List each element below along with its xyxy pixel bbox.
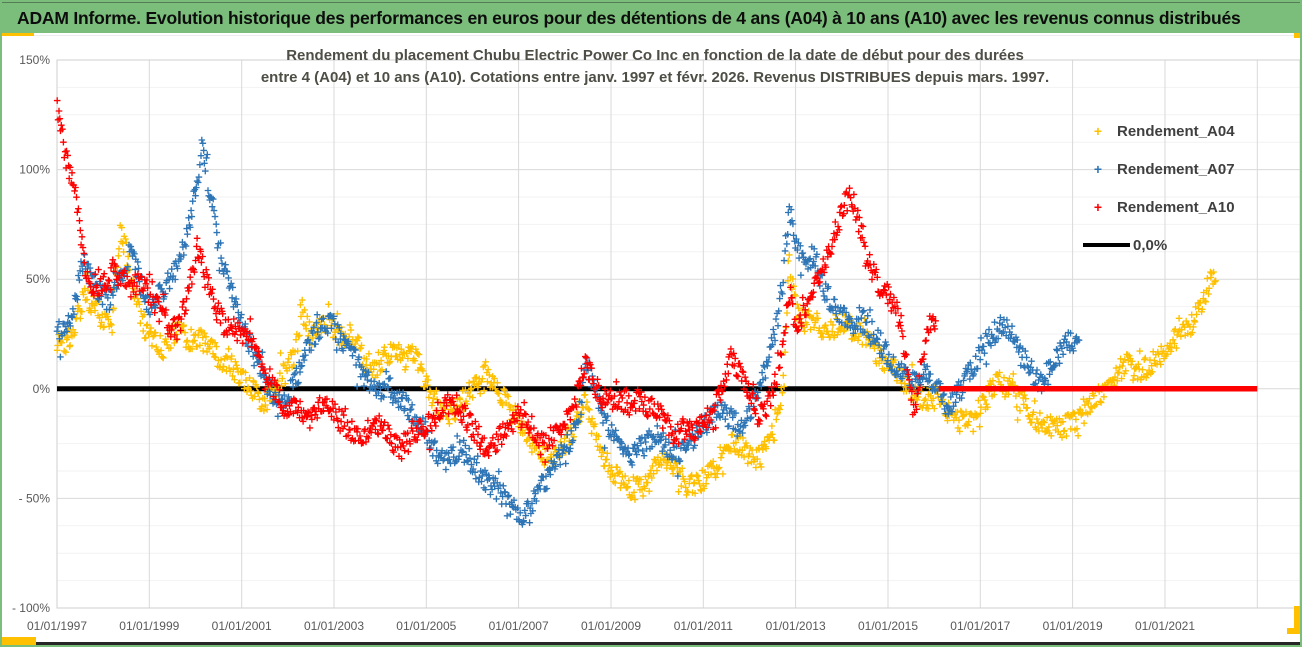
- gold-accent-bottom-left: [2, 637, 36, 645]
- legend-label: Rendement_A04: [1117, 122, 1235, 140]
- y-axis-label--100: - 100%: [12, 601, 50, 615]
- plus-marker-icon: +: [1093, 161, 1103, 177]
- y-axis-label-100: 100%: [19, 163, 50, 177]
- series-points-Rendement_A10: [53, 97, 939, 466]
- y-axis-label--50: - 50%: [19, 491, 51, 505]
- legend-label: Rendement_A07: [1117, 160, 1235, 178]
- x-axis-label-2021: 01/01/2021: [1135, 619, 1195, 633]
- x-axis-label-2001: 01/01/2001: [212, 619, 272, 633]
- chart-title: Rendement du placement Chubu Electric Po…: [240, 45, 1070, 89]
- x-axis-label-2007: 01/01/2007: [489, 619, 549, 633]
- gold-accent-top-left: [2, 33, 34, 36]
- y-axis-label-150: 150%: [19, 53, 50, 67]
- x-axis-label-2003: 01/01/2003: [304, 619, 364, 633]
- x-axis-label-2013: 01/01/2013: [766, 619, 826, 633]
- legend-item-rendement-a04[interactable]: + Rendement_A04: [1076, 112, 1286, 150]
- chart-legend: + Rendement_A04 + Rendement_A07 + Rendem…: [1076, 112, 1286, 264]
- x-axis-label-1997: 01/01/1997: [27, 619, 87, 633]
- header-title: ADAM Informe. Evolution historique des p…: [17, 7, 1241, 28]
- legend-item-rendement-a10[interactable]: + Rendement_A10: [1076, 188, 1286, 226]
- chart-title-line2: entre 4 (A04) et 10 ans (A10). Cotations…: [260, 69, 1050, 86]
- legend-label: 0,0%: [1133, 236, 1168, 254]
- plus-marker-icon: +: [1093, 199, 1103, 215]
- legend-item-rendement-a07[interactable]: + Rendement_A07: [1076, 150, 1286, 188]
- plus-marker-icon: +: [1093, 123, 1103, 139]
- resize-corner-foot[interactable]: [1287, 628, 1296, 634]
- series-points-Rendement_A07: [53, 136, 1083, 528]
- x-axis-label-2017: 01/01/2017: [950, 619, 1010, 633]
- gold-accent-top-right: [1294, 33, 1300, 38]
- resize-corner-handle[interactable]: [1294, 606, 1301, 634]
- bottom-bar: [36, 642, 1302, 647]
- x-axis-label-1999: 01/01/1999: [119, 619, 179, 633]
- x-axis-label-2011: 01/01/2011: [674, 619, 733, 633]
- header-bar: ADAM Informe. Evolution historique des p…: [2, 2, 1300, 33]
- y-axis-label-0: 0%: [33, 382, 51, 396]
- x-axis-label-2005: 01/01/2005: [396, 619, 456, 633]
- x-axis-label-2009: 01/01/2009: [581, 619, 641, 633]
- header-underline: [2, 35, 1300, 36]
- x-axis-label-2015: 01/01/2015: [858, 619, 918, 633]
- legend-item-zero-line[interactable]: 0,0%: [1076, 226, 1286, 264]
- x-axis-label-2019: 01/01/2019: [1043, 619, 1103, 633]
- y-axis-label-50: 50%: [26, 272, 50, 286]
- legend-label: Rendement_A10: [1117, 198, 1235, 216]
- chart-title-line1: Rendement du placement Chubu Electric Po…: [286, 47, 1024, 64]
- line-marker-icon: [1083, 243, 1130, 247]
